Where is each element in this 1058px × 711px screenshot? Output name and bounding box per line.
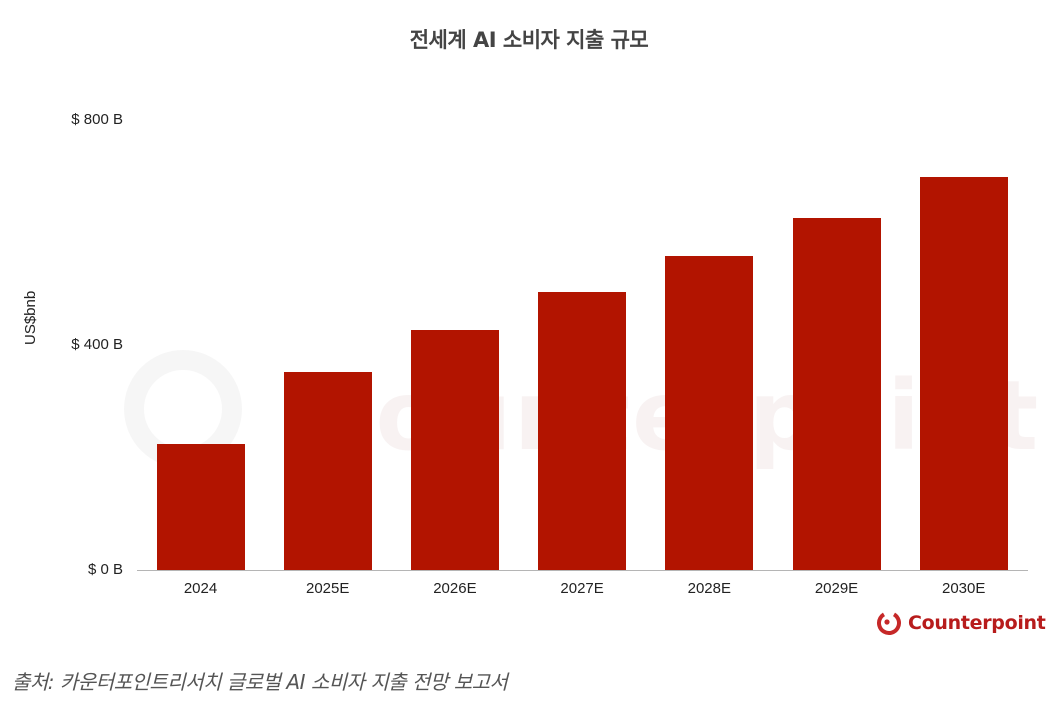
y-tick-0: $ 0 B (87, 561, 123, 578)
source-caption: 출처: 카운터포인트리서치 글로벌 AI 소비자 지출 전망 보고서 (12, 670, 508, 694)
bar-2029E (792, 217, 881, 570)
x-tick-2025E: 2025E (306, 580, 350, 597)
counterpoint-logo-icon (877, 611, 901, 635)
x-tick-2028E: 2028E (687, 580, 731, 597)
counterpoint-logo: Counterpoint (876, 610, 1046, 636)
bar-2026E (411, 329, 499, 570)
x-tick-2026E: 2026E (433, 580, 477, 597)
bar-2024 (156, 444, 245, 570)
x-tick-2027E: 2027E (560, 580, 604, 597)
y-tick-800: $ 800 B (71, 111, 123, 128)
y-tick-400: $ 400 B (71, 336, 123, 353)
x-tick-2029E: 2029E (814, 580, 859, 597)
bar-2027E (538, 292, 627, 570)
x-axis-line (137, 570, 1028, 571)
bar-2030E (919, 176, 1008, 570)
bar-2025E (283, 372, 372, 570)
logo-text: Counterpoint (908, 612, 1046, 634)
bar-2028E (665, 256, 754, 570)
chart-title: 전세계 AI 소비자 지출 규모 (409, 28, 649, 52)
x-tick-2024: 2024 (183, 580, 218, 597)
x-tick-2030E: 2030E (942, 580, 986, 597)
